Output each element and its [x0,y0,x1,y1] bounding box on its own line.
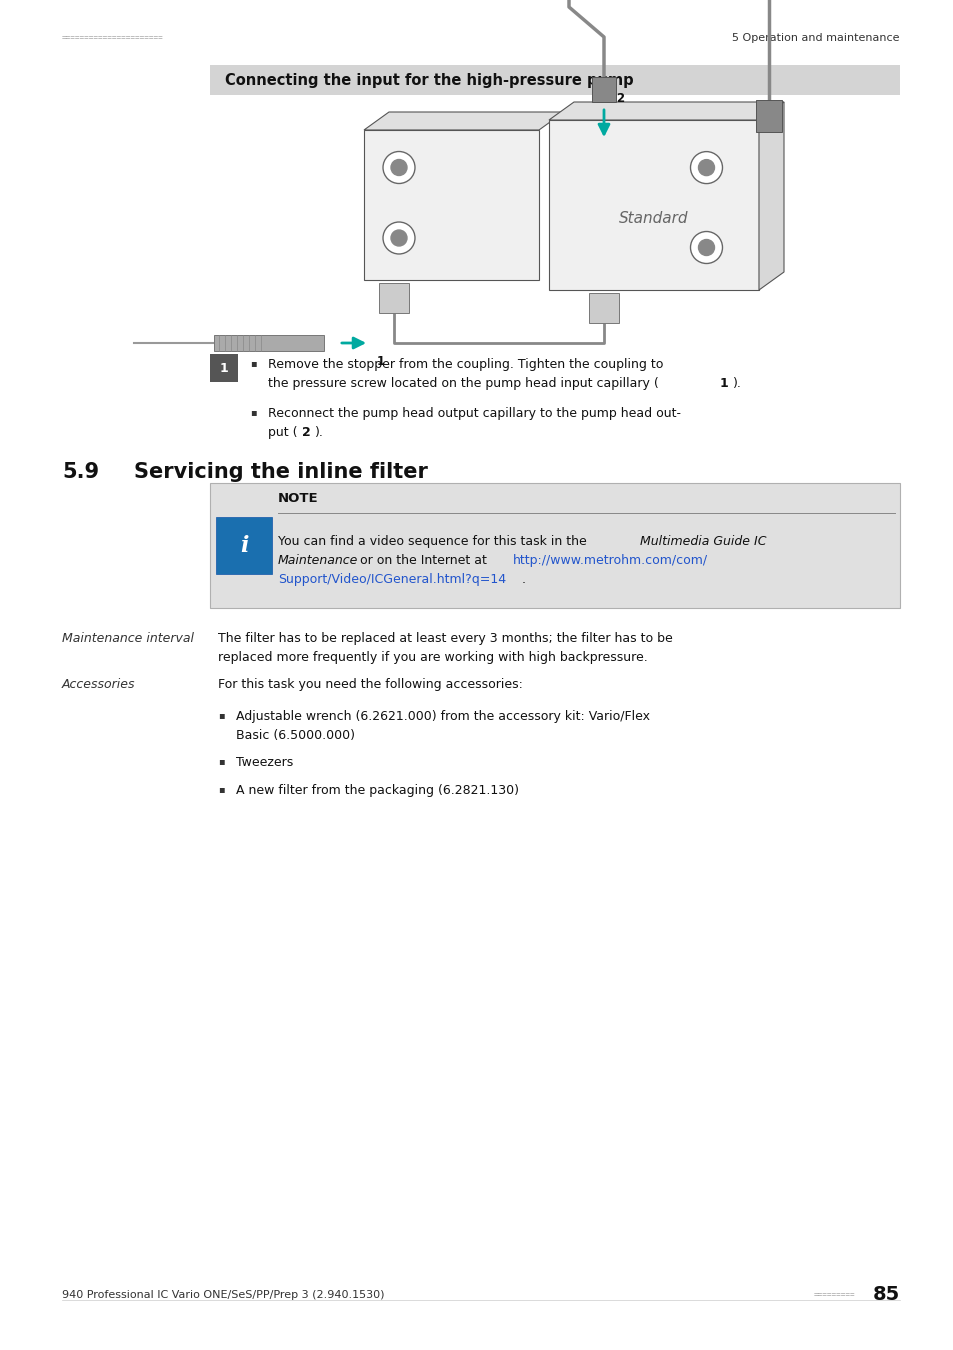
FancyBboxPatch shape [213,335,324,351]
Text: http://www.metrohm.com/com/: http://www.metrohm.com/com/ [513,554,707,567]
Text: or on the Internet at: or on the Internet at [355,554,491,567]
Text: Accessories: Accessories [62,678,135,691]
FancyBboxPatch shape [592,77,616,103]
Circle shape [391,230,407,246]
Polygon shape [759,103,783,290]
Circle shape [391,159,407,176]
Text: ▪: ▪ [218,710,224,721]
FancyBboxPatch shape [210,65,899,94]
Polygon shape [364,112,563,130]
Text: Basic (6.5000.000): Basic (6.5000.000) [235,729,355,742]
Text: NOTE: NOTE [277,491,318,505]
Circle shape [382,151,415,184]
Text: Adjustable wrench (6.2621.000) from the accessory kit: Vario/Flex: Adjustable wrench (6.2621.000) from the … [235,710,649,724]
Text: ▪: ▪ [218,756,224,765]
Text: Maintenance interval: Maintenance interval [62,632,193,645]
Text: put (: put ( [268,427,297,439]
Text: Reconnect the pump head output capillary to the pump head out-: Reconnect the pump head output capillary… [268,408,680,420]
Text: Tweezers: Tweezers [235,756,293,770]
Text: Maintenance: Maintenance [277,554,358,567]
Text: 5.9: 5.9 [62,462,99,482]
Text: =========: ========= [813,1291,854,1300]
FancyBboxPatch shape [378,284,409,313]
Text: Servicing the inline filter: Servicing the inline filter [133,462,428,482]
FancyBboxPatch shape [364,130,538,279]
Text: ▪: ▪ [250,358,256,369]
Text: The filter has to be replaced at least every 3 months; the filter has to be: The filter has to be replaced at least e… [218,632,672,645]
FancyBboxPatch shape [215,517,272,574]
Text: ▪: ▪ [250,408,256,417]
Text: 2: 2 [302,427,311,439]
Text: ======================: ====================== [62,34,164,42]
Polygon shape [548,103,783,120]
Text: Multimedia Guide IC: Multimedia Guide IC [639,535,765,548]
Text: 85: 85 [872,1285,899,1304]
Text: 940 Professional IC Vario ONE/SeS/PP/Prep 3 (2.940.1530): 940 Professional IC Vario ONE/SeS/PP/Pre… [62,1291,384,1300]
Text: replaced more frequently if you are working with high backpressure.: replaced more frequently if you are work… [218,651,647,664]
Text: the pressure screw located on the pump head input capillary (: the pressure screw located on the pump h… [268,377,659,390]
Circle shape [690,151,721,184]
Text: 2: 2 [616,92,623,105]
FancyBboxPatch shape [588,293,618,323]
Text: ).: ). [732,377,741,390]
Text: 1: 1 [720,377,728,390]
Text: You can find a video sequence for this task in the: You can find a video sequence for this t… [277,535,590,548]
Text: Support/Video/ICGeneral.html?q=14: Support/Video/ICGeneral.html?q=14 [277,572,506,586]
Text: 1: 1 [219,362,228,374]
Circle shape [690,231,721,263]
FancyBboxPatch shape [548,120,759,290]
Text: Standard: Standard [618,211,688,225]
Text: i: i [239,535,248,556]
Circle shape [698,159,714,176]
FancyBboxPatch shape [210,354,237,382]
Text: For this task you need the following accessories:: For this task you need the following acc… [218,678,522,691]
Text: ).: ). [314,427,323,439]
Text: ▪: ▪ [218,784,224,794]
Text: Remove the stopper from the coupling. Tighten the coupling to: Remove the stopper from the coupling. Ti… [268,358,662,371]
Circle shape [382,221,415,254]
Text: A new filter from the packaging (6.2821.130): A new filter from the packaging (6.2821.… [235,784,518,798]
FancyBboxPatch shape [210,483,899,608]
FancyBboxPatch shape [755,100,781,132]
Text: 1: 1 [376,355,385,369]
Text: .: . [521,572,525,586]
Text: Connecting the input for the high-pressure pump: Connecting the input for the high-pressu… [225,73,633,88]
Text: 5 Operation and maintenance: 5 Operation and maintenance [732,32,899,43]
Circle shape [698,239,714,255]
